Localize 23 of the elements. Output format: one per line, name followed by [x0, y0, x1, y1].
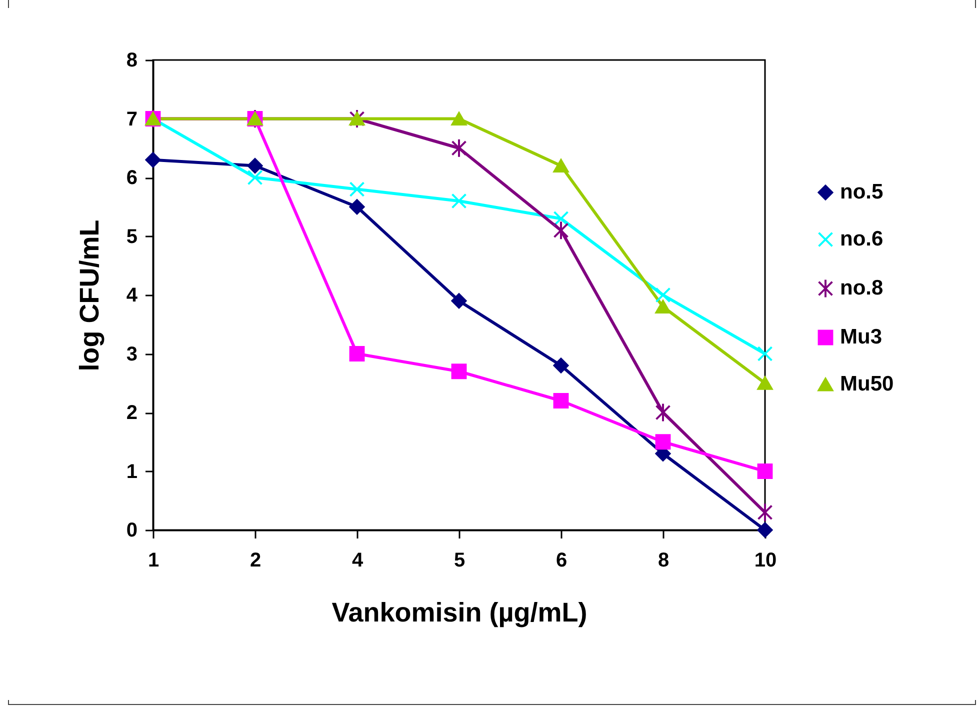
legend-label: Mu3 — [840, 326, 882, 348]
x-tick-label: 1 — [148, 550, 160, 572]
x-tick-label: 5 — [454, 550, 466, 572]
x-tick-label: 4 — [352, 550, 364, 572]
x-tick-label: 10 — [754, 550, 777, 572]
legend-label: no.8 — [840, 276, 884, 300]
y-tick-label: 0 — [126, 520, 138, 542]
x-tick-label: 6 — [556, 550, 568, 572]
y-tick-label: 6 — [126, 167, 138, 189]
y-tick-label: 1 — [126, 460, 138, 483]
legend-label: Mu50 — [840, 372, 894, 396]
y-tick-label: 4 — [126, 284, 138, 306]
y-tick-label: 3 — [126, 343, 138, 366]
y-tick-label: 5 — [126, 226, 138, 248]
y-tick-label: 7 — [126, 108, 138, 130]
x-axis-title: Vankomisin (µg/mL) — [332, 598, 588, 628]
legend-label: no.6 — [840, 228, 884, 250]
legend-label: no.5 — [840, 180, 884, 204]
y-tick-label: 8 — [126, 50, 138, 72]
x-tick-label: 2 — [250, 550, 262, 572]
y-axis-title: log CFU/mL — [74, 220, 104, 372]
x-tick-label: 8 — [658, 550, 670, 572]
y-tick-label: 2 — [126, 402, 138, 424]
